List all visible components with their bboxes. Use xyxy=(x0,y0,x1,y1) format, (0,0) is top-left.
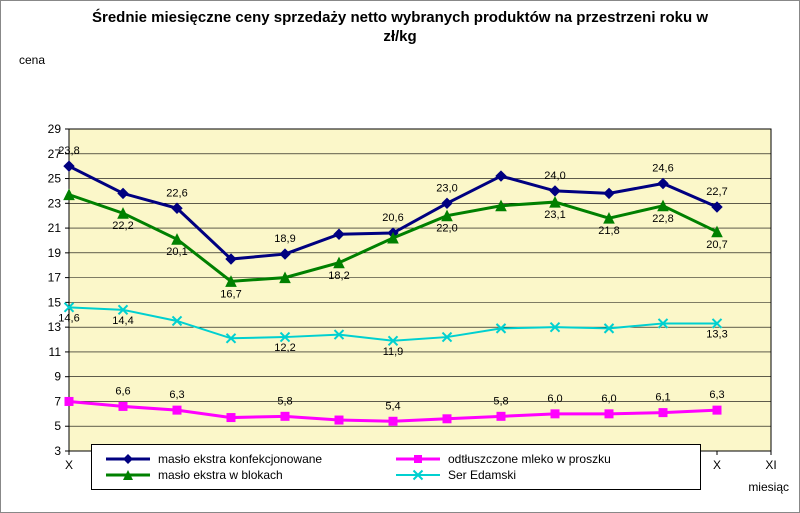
svg-text:16,7: 16,7 xyxy=(220,288,241,300)
svg-text:6,3: 6,3 xyxy=(169,389,184,401)
svg-text:22,8: 22,8 xyxy=(652,212,673,224)
svg-text:5,8: 5,8 xyxy=(493,395,508,407)
svg-text:XI: XI xyxy=(765,458,776,472)
svg-text:23: 23 xyxy=(48,196,62,210)
legend-label: odtłuszczone mleko w proszku xyxy=(448,452,611,466)
svg-text:19: 19 xyxy=(48,245,62,259)
svg-text:22,0: 22,0 xyxy=(436,222,457,234)
svg-text:20,6: 20,6 xyxy=(382,212,403,224)
legend-label: masło ekstra konfekcjonowane xyxy=(158,452,322,466)
legend: masło ekstra konfekcjonowane odtłuszczon… xyxy=(91,444,701,490)
legend-item: masło ekstra w blokach xyxy=(106,467,396,483)
svg-text:23,1: 23,1 xyxy=(544,209,565,221)
chart-plot: 357911131517192123252729XXIXIII-18IIIIII… xyxy=(1,51,800,491)
legend-item: odtłuszczone mleko w proszku xyxy=(396,451,686,467)
svg-text:3: 3 xyxy=(54,444,61,458)
svg-text:20,7: 20,7 xyxy=(706,238,727,250)
svg-text:23,0: 23,0 xyxy=(436,182,457,194)
svg-text:6,6: 6,6 xyxy=(115,385,130,397)
legend-item: masło ekstra konfekcjonowane xyxy=(106,451,396,467)
svg-text:18,9: 18,9 xyxy=(274,233,295,245)
legend-swatch xyxy=(106,452,150,466)
svg-text:22,2: 22,2 xyxy=(112,220,133,232)
x-axis-label: miesiąc xyxy=(748,480,789,494)
svg-text:18,2: 18,2 xyxy=(328,269,349,281)
svg-text:24,6: 24,6 xyxy=(652,162,673,174)
svg-text:11,9: 11,9 xyxy=(383,345,404,357)
legend-swatch xyxy=(396,452,440,466)
svg-text:9: 9 xyxy=(54,369,61,383)
svg-text:15: 15 xyxy=(48,295,62,309)
svg-text:22,6: 22,6 xyxy=(166,187,187,199)
svg-text:6,3: 6,3 xyxy=(709,389,724,401)
svg-text:29: 29 xyxy=(48,122,62,136)
y-axis-label: cena xyxy=(19,53,45,67)
svg-text:23,8: 23,8 xyxy=(58,145,79,157)
svg-text:14,4: 14,4 xyxy=(112,314,133,326)
svg-text:6,1: 6,1 xyxy=(655,391,670,403)
svg-text:22,7: 22,7 xyxy=(706,186,727,198)
legend-label: Ser Edamski xyxy=(448,468,516,482)
svg-text:12,2: 12,2 xyxy=(274,342,295,354)
svg-text:6,0: 6,0 xyxy=(547,392,562,404)
svg-text:X: X xyxy=(713,458,721,472)
svg-text:X: X xyxy=(65,458,73,472)
chart-title: Średnie miesięczne ceny sprzedaży netto … xyxy=(1,1,799,51)
svg-text:25: 25 xyxy=(48,171,62,185)
svg-text:11: 11 xyxy=(49,344,62,358)
svg-text:5,4: 5,4 xyxy=(385,400,400,412)
svg-text:24,0: 24,0 xyxy=(544,169,565,181)
svg-text:6,0: 6,0 xyxy=(601,392,616,404)
svg-text:13,3: 13,3 xyxy=(706,328,727,340)
svg-text:21: 21 xyxy=(48,221,62,235)
legend-item: Ser Edamski xyxy=(396,467,686,483)
svg-text:5: 5 xyxy=(54,419,61,433)
svg-text:7: 7 xyxy=(54,394,61,408)
legend-label: masło ekstra w blokach xyxy=(158,468,283,482)
legend-swatch xyxy=(396,468,440,482)
svg-text:21,8: 21,8 xyxy=(598,225,619,237)
chart-container: Średnie miesięczne ceny sprzedaży netto … xyxy=(0,0,800,513)
legend-swatch xyxy=(106,468,150,482)
svg-text:20,1: 20,1 xyxy=(166,246,187,258)
svg-text:14,6: 14,6 xyxy=(58,312,79,324)
svg-text:5,8: 5,8 xyxy=(277,395,292,407)
svg-text:17: 17 xyxy=(48,270,62,284)
